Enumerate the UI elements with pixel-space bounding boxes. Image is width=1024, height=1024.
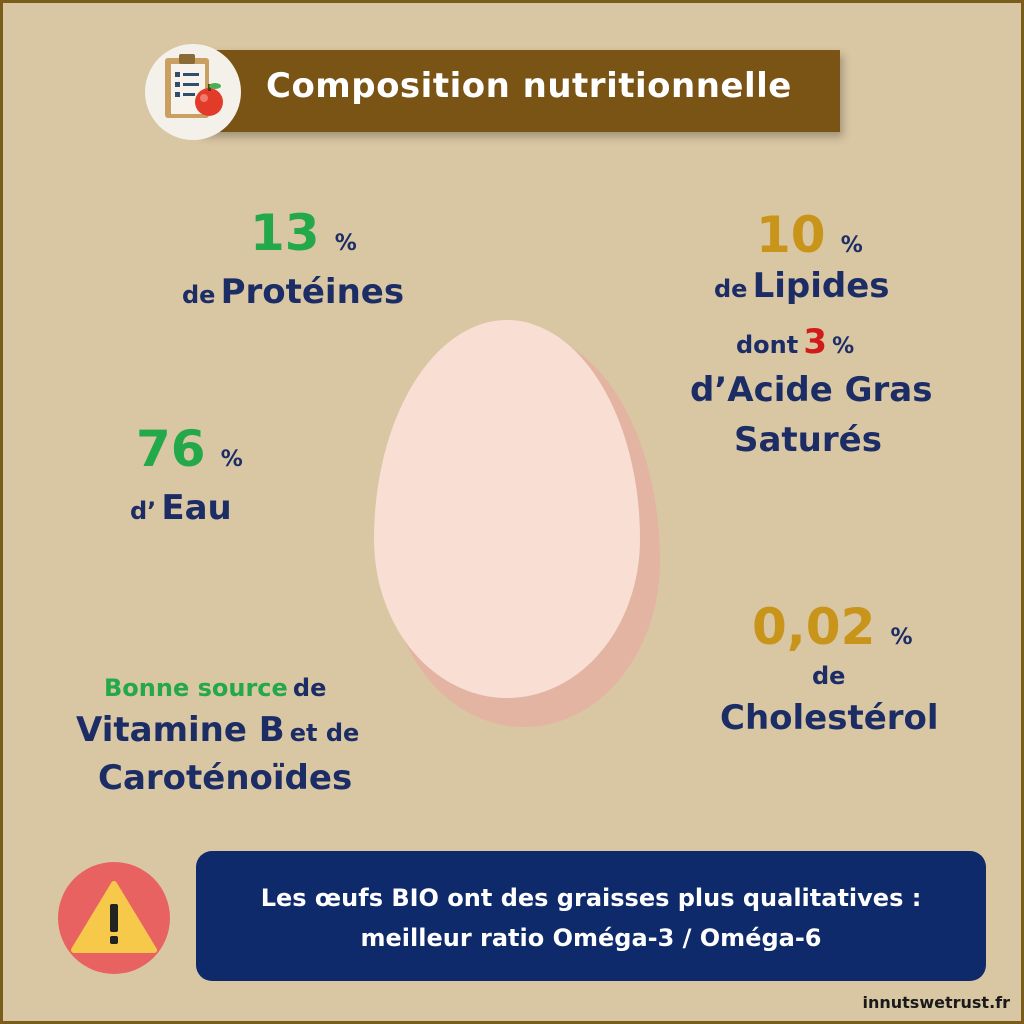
saturated-label-1: d’Acide Gras (690, 370, 933, 410)
lipids-unit: % (840, 233, 863, 258)
cholesterol-label: Cholestérol (720, 698, 939, 738)
saturated-label-line2: Saturés (734, 420, 882, 460)
proteins-value: 13 (250, 204, 320, 262)
source-highlight: Bonne source (104, 674, 288, 702)
saturated-prefix: dont (736, 331, 799, 359)
source-after: de (292, 674, 327, 702)
notice-box (196, 851, 986, 981)
source-line3: Caroténoïdes (98, 758, 352, 798)
source-line2: Vitamine B et de (76, 710, 359, 750)
carotenoids-label: Caroténoïdes (98, 758, 353, 798)
notice-line2: meilleur ratio Oméga-3 / Oméga-6 (360, 924, 822, 952)
footer-source: innutswetrust.fr (862, 993, 1011, 1012)
cholesterol-unit: % (890, 625, 913, 650)
lipids-label-line: de Lipides (714, 266, 890, 306)
water-unit: % (220, 447, 243, 472)
cholesterol-prefix: de (812, 662, 846, 690)
page-title: Composition nutritionnelle (266, 66, 792, 106)
water-prefix: d’ (130, 497, 157, 525)
water-value: 76 (136, 420, 206, 478)
proteins-label-line: de Protéines (182, 272, 404, 312)
header-icon-badge (145, 44, 241, 140)
saturated-label-line1: d’Acide Gras (690, 370, 932, 410)
checklist-apple-icon (165, 54, 223, 118)
lipids-value-line: 10 % (756, 206, 863, 264)
proteins-value-line: 13 % (250, 204, 357, 262)
proteins-unit: % (334, 231, 357, 256)
water-label: Eau (161, 488, 232, 528)
saturated-line: dont 3 % (736, 322, 854, 362)
cholesterol-prefix-line: de (812, 662, 845, 690)
source-and: et de (289, 719, 360, 747)
warning-badge (58, 862, 170, 974)
proteins-label: Protéines (220, 272, 405, 312)
proteins-prefix: de (182, 281, 216, 309)
cholesterol-value: 0,02 (752, 598, 876, 656)
saturated-unit: % (832, 334, 855, 359)
cholesterol-value-line: 0,02 % (752, 598, 913, 656)
lipids-prefix: de (714, 275, 748, 303)
warning-icon (71, 881, 157, 953)
lipids-label: Lipides (752, 266, 890, 306)
water-label-line: d’ Eau (130, 488, 232, 528)
notice-line1: Les œufs BIO ont des graisses plus quali… (260, 884, 922, 912)
source-line1: Bonne source de (104, 674, 326, 702)
vitamin-b-label: Vitamine B (76, 710, 285, 750)
lipids-value: 10 (756, 206, 826, 264)
cholesterol-label-line: Cholestérol (720, 698, 939, 738)
egg-illustration (374, 320, 640, 698)
header-banner (200, 50, 840, 132)
saturated-value: 3 (803, 322, 827, 362)
water-value-line: 76 % (136, 420, 243, 478)
saturated-label-2: Saturés (734, 420, 882, 460)
